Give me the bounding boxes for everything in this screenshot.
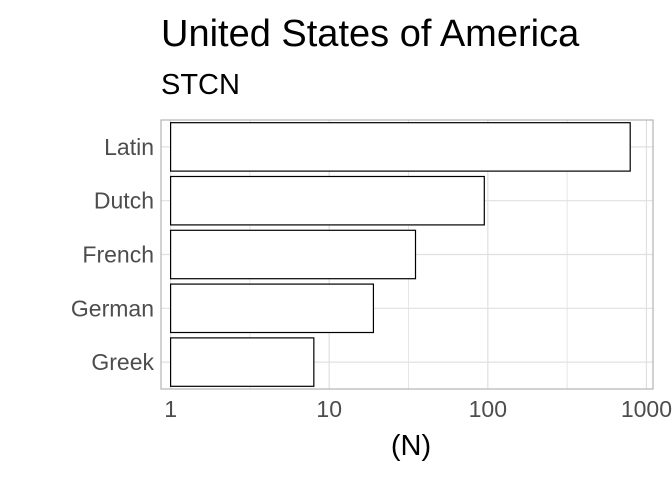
bar-dutch [169,175,485,226]
bars-group [169,122,631,387]
panel-border [160,119,654,390]
x-tick-label: 1 [164,396,177,422]
bar-greek [169,337,315,387]
chart-subtitle: STCN [161,69,240,101]
y-tick-labels: Latin Dutch French German Greek [71,134,155,375]
x-axis-label: (N) [391,430,431,462]
x-tick-label: 10 [316,396,342,422]
bar-french [169,229,417,280]
y-tick-label: Latin [104,134,154,160]
y-tick-label: French [82,242,154,268]
y-tick-label: Greek [91,349,154,375]
x-tick-label: 1000 [621,396,672,422]
x-tick-label: 100 [469,396,507,422]
bar-latin [169,122,631,172]
chart-title: United States of America [161,13,580,55]
y-tick-label: German [71,295,154,321]
x-tick-labels: 1 10 100 1000 [164,396,672,422]
bar-german [169,283,375,334]
y-tick-label: Dutch [94,188,154,214]
